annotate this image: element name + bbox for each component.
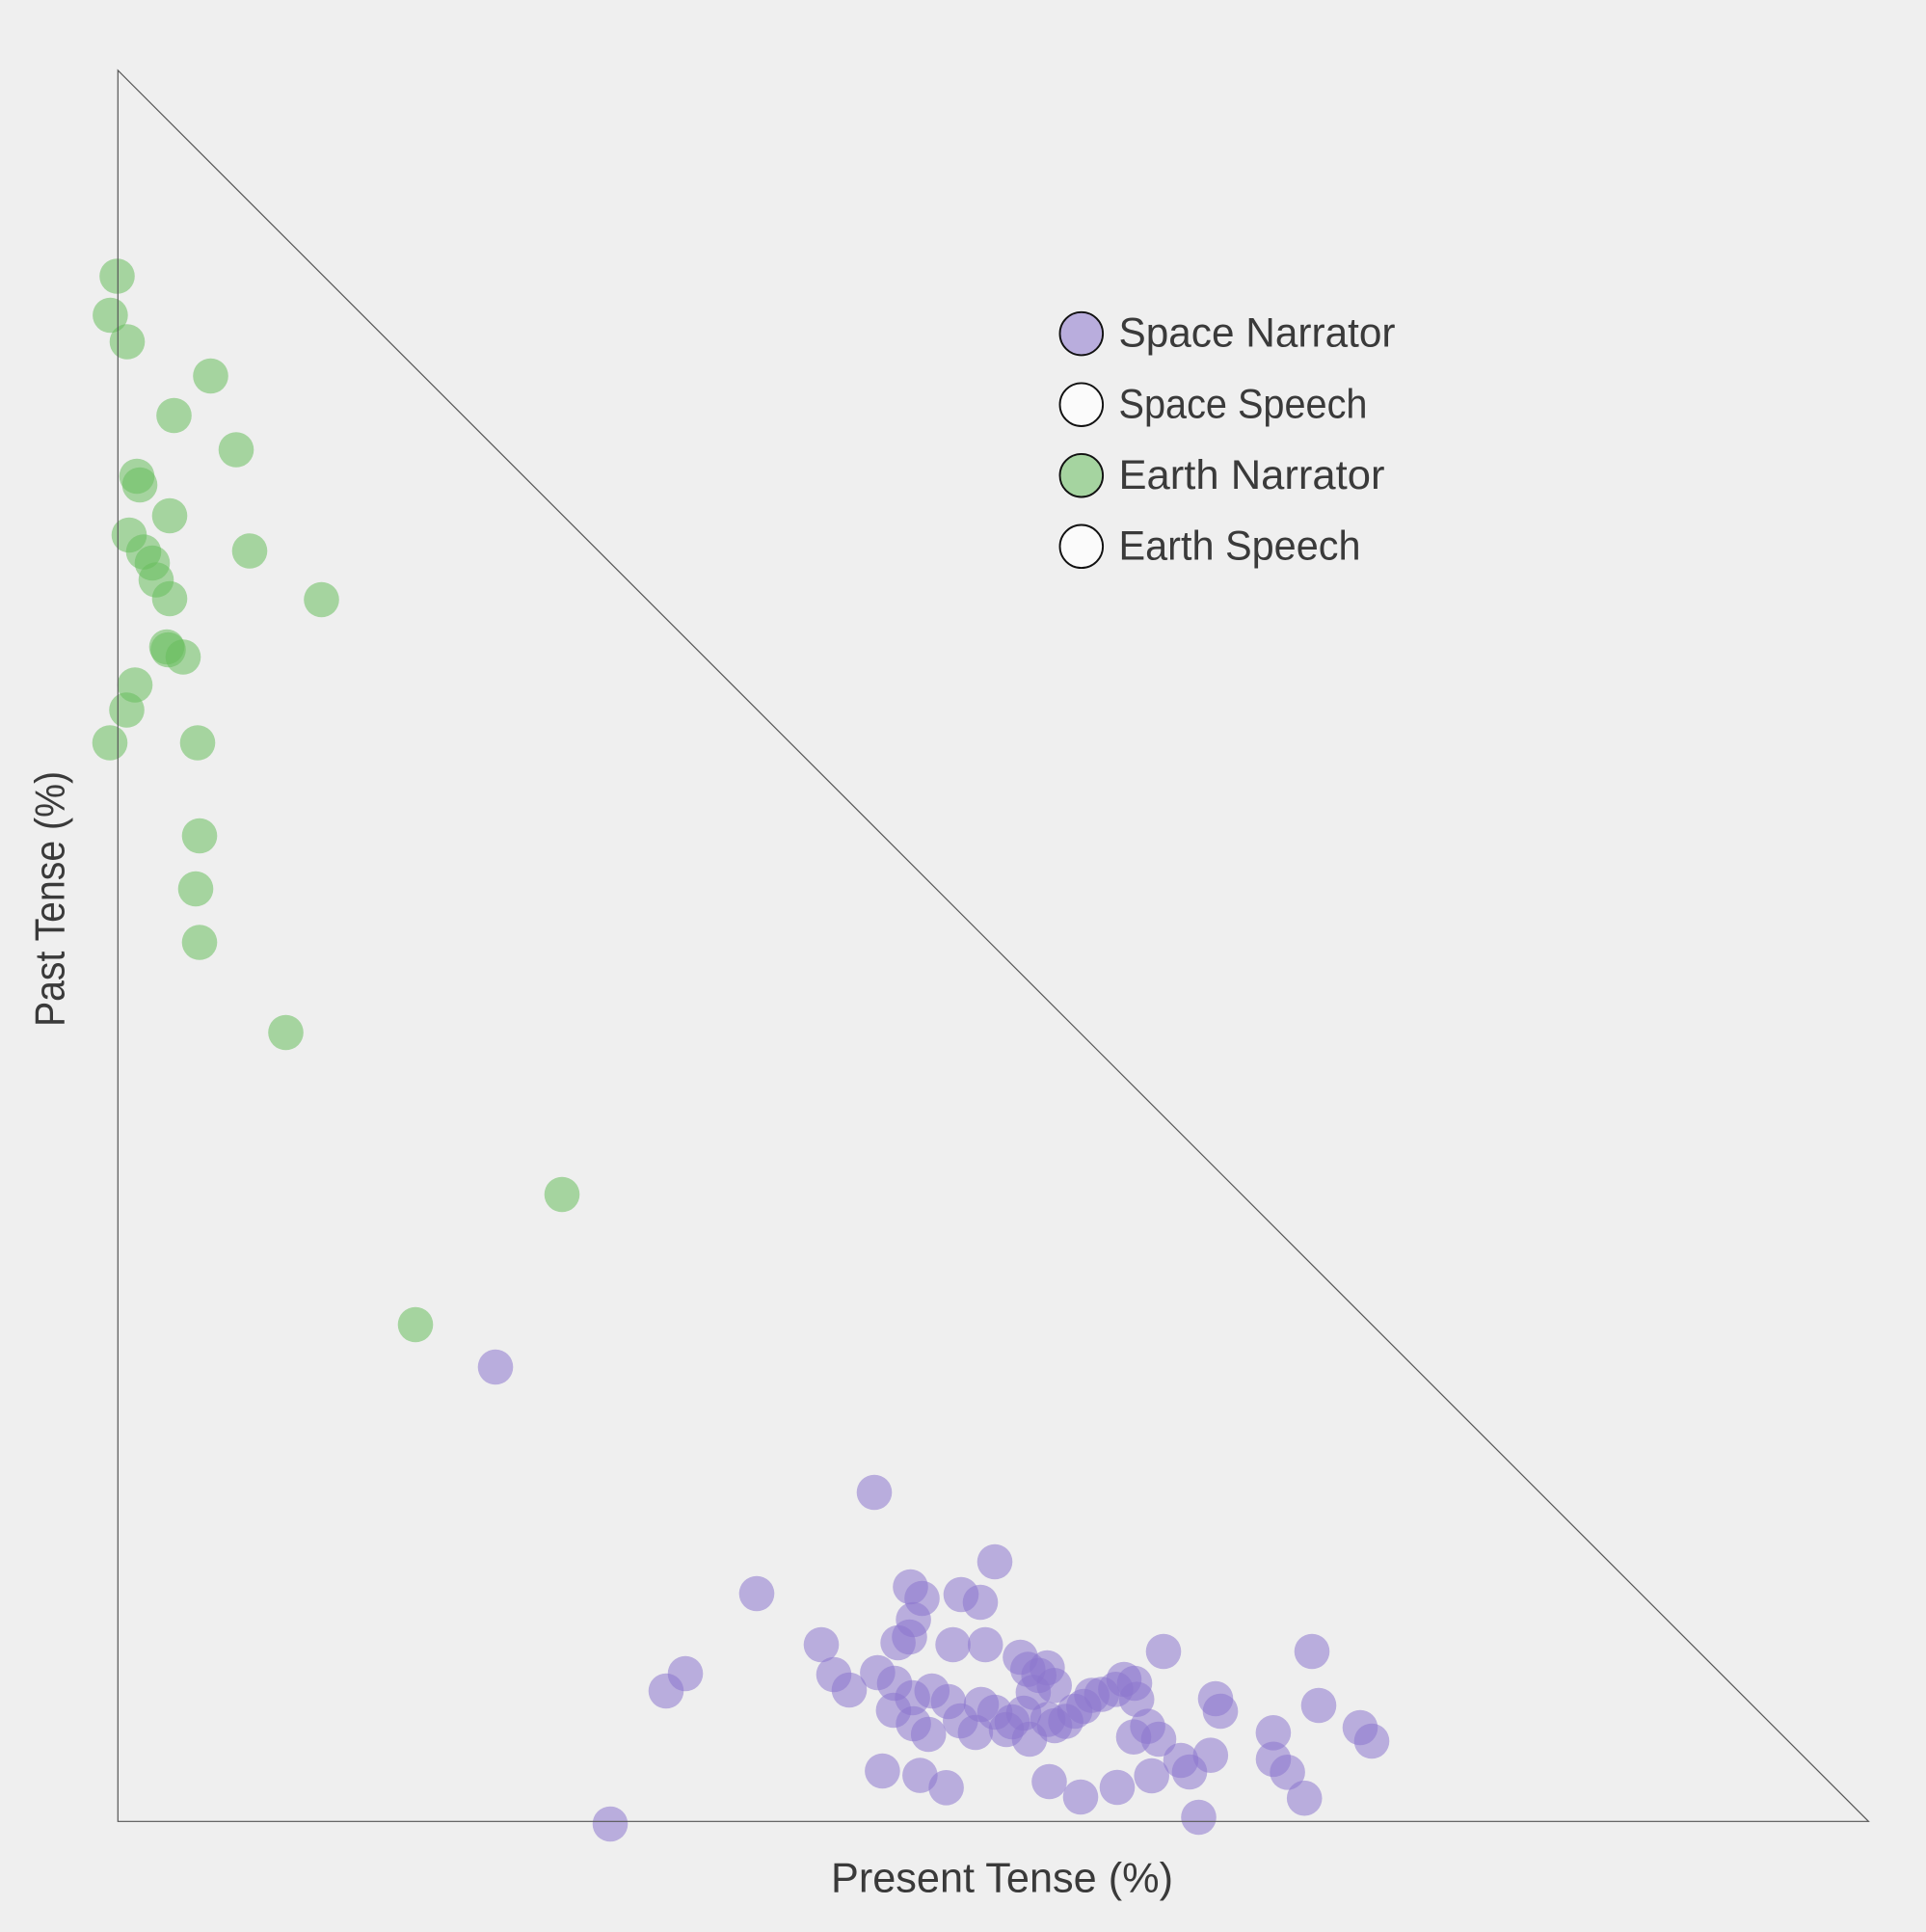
svg-text:Present Tense (%): Present Tense (%) xyxy=(831,1855,1173,1902)
svg-text:Space Speech: Space Speech xyxy=(1119,381,1368,427)
svg-text:Earth Speech: Earth Speech xyxy=(1119,523,1361,569)
svg-text:Past Tense (%): Past Tense (%) xyxy=(27,771,74,1027)
svg-text:Space Narrator: Space Narrator xyxy=(1119,310,1396,357)
svg-text:Earth Narrator: Earth Narrator xyxy=(1119,452,1385,498)
